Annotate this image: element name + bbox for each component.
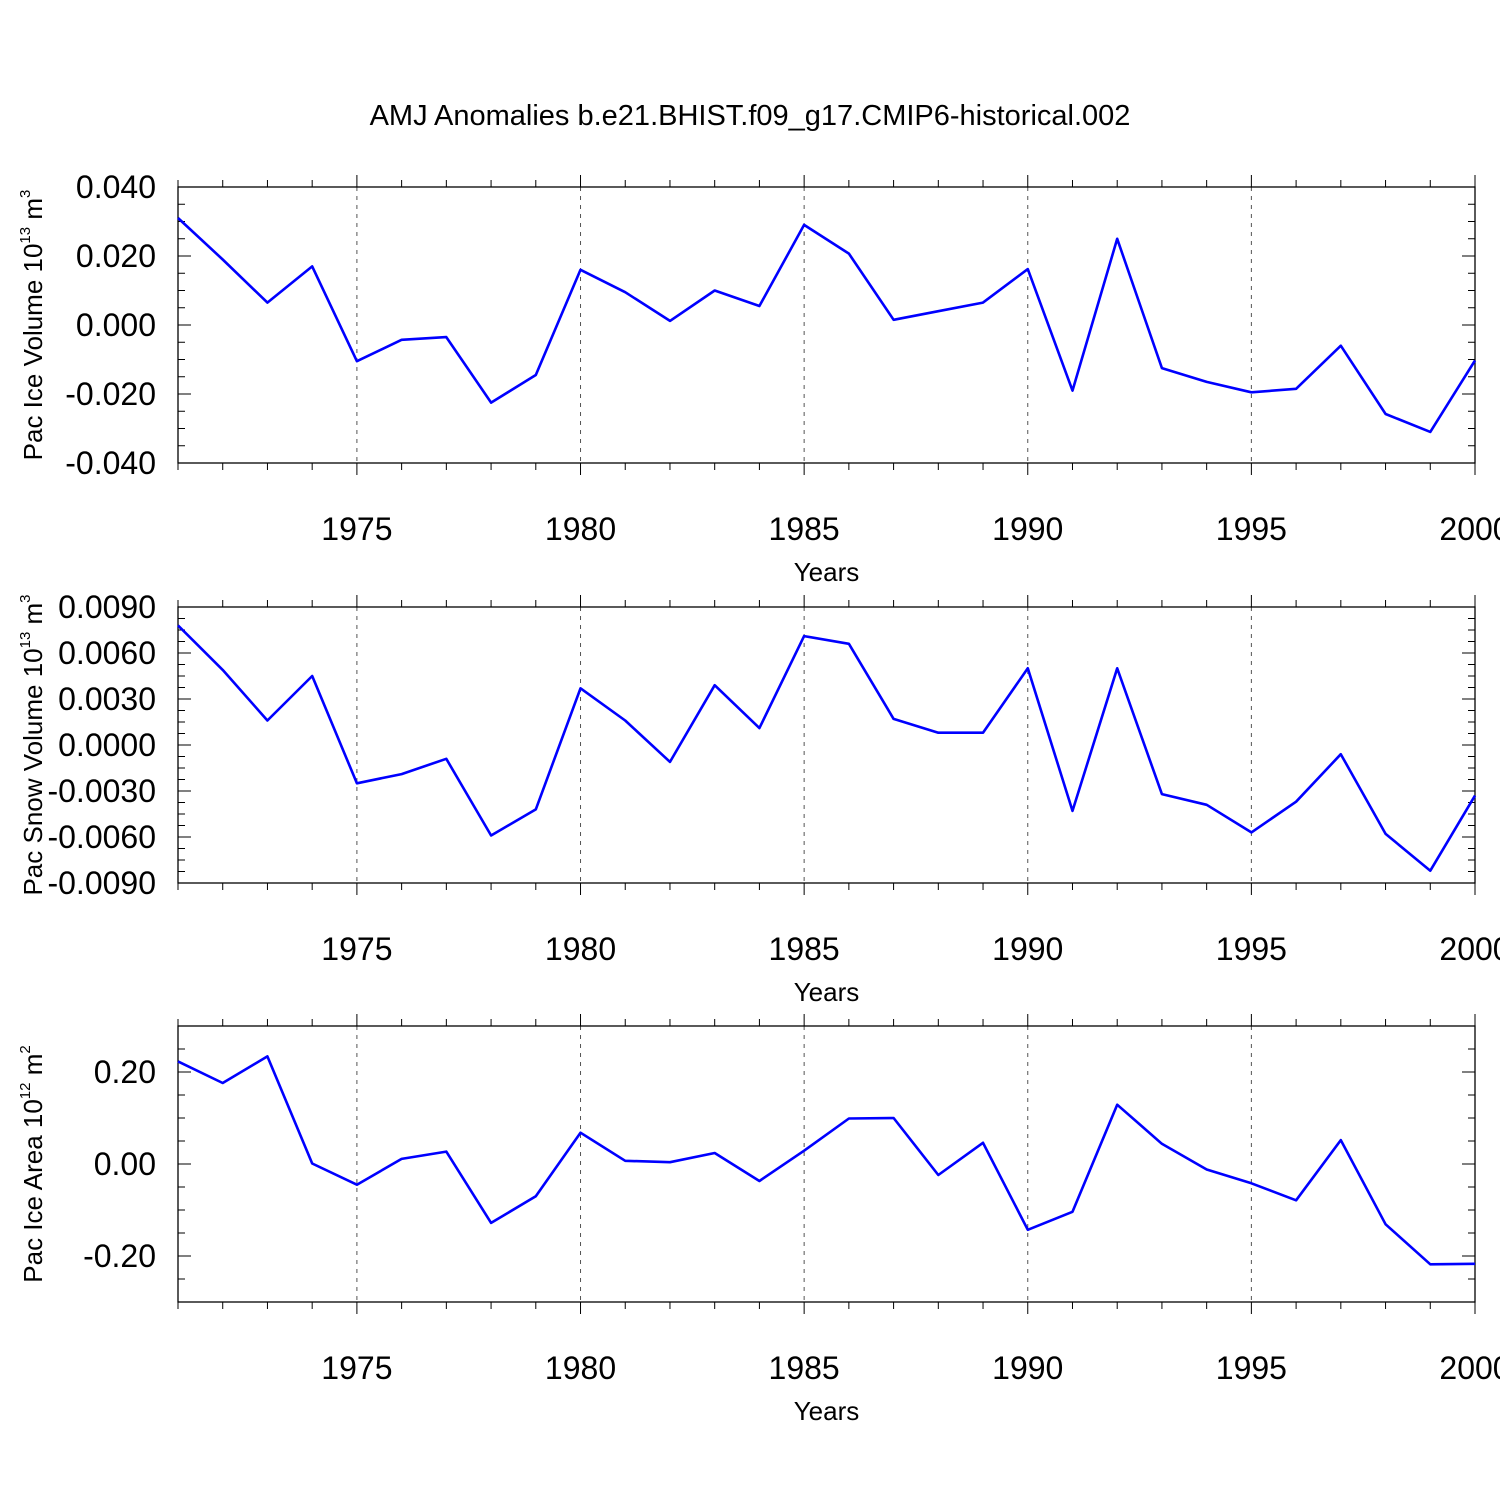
y-axis-label-text: Pac Ice Area 10 <box>18 1099 48 1283</box>
y-axis-label-exponent: 13 <box>17 227 34 244</box>
y-tick-label: -0.20 <box>83 1238 156 1274</box>
y-axis-label-unit-exponent: 2 <box>17 1045 34 1053</box>
plot-frame <box>177 186 1476 464</box>
y-tick-label: -0.020 <box>65 376 156 412</box>
y-tick-label: -0.040 <box>65 445 156 481</box>
x-tick-label: 1980 <box>545 931 616 967</box>
y-tick-label: 0.20 <box>94 1054 156 1090</box>
x-tick-label: 1985 <box>769 511 840 547</box>
x-tick-label: 1985 <box>769 931 840 967</box>
y-axis-label-unit: m <box>18 198 48 227</box>
x-tick-label: 1975 <box>321 1350 392 1386</box>
y-axis-label-exponent: 13 <box>17 632 34 649</box>
figure-title: AMJ Anomalies b.e21.BHIST.f09_g17.CMIP6-… <box>370 100 1131 132</box>
x-tick-label: 2000 <box>1439 511 1500 547</box>
series-line <box>177 1055 1476 1266</box>
x-tick-label: 1980 <box>545 511 616 547</box>
x-axis-label: Years <box>794 557 860 587</box>
x-tick-label: 1975 <box>321 511 392 547</box>
y-tick-label: 0.020 <box>76 238 156 274</box>
x-tick-label: 1995 <box>1216 1350 1287 1386</box>
series-line <box>177 624 1477 873</box>
y-tick-label: 0.0030 <box>58 681 156 717</box>
x-axis-label: Years <box>794 977 860 1007</box>
x-tick-label: 2000 <box>1439 1350 1500 1386</box>
x-tick-label: 1975 <box>321 931 392 967</box>
x-tick-label: 1980 <box>545 1350 616 1386</box>
y-tick-label: -0.0060 <box>47 819 156 855</box>
panel-1: -0.040 -0.020 0.000 0.020 0.040 1975 1980 1985 1… <box>17 169 1500 587</box>
y-tick-label: -0.0090 <box>47 865 156 901</box>
panel-3: -0.20 0.00 0.20 1975 1980 1985 1990 1995 2000 Yea… <box>17 1014 1500 1426</box>
y-axis-label-unit: m <box>18 1054 48 1083</box>
y-axis-label-unit-exponent: 3 <box>17 594 34 602</box>
x-axis-label: Years <box>794 1396 860 1426</box>
x-tick-label: 1985 <box>769 1350 840 1386</box>
x-tick-label: 2000 <box>1439 931 1500 967</box>
y-axis-label-unit: m <box>18 603 48 632</box>
y-axis-label: Pac Ice Area 1012 m2 <box>17 1045 48 1282</box>
x-tick-label: 1990 <box>992 1350 1063 1386</box>
panels: -0.040 -0.020 0.000 0.020 0.040 1975 1980 1985 1… <box>17 169 1500 1426</box>
series-line <box>177 217 1477 434</box>
y-tick-label: -0.0030 <box>47 773 156 809</box>
y-tick-label: 0.0000 <box>58 727 156 763</box>
y-tick-label: 0.000 <box>76 307 156 343</box>
y-tick-label: 0.0060 <box>58 635 156 671</box>
y-axis-label-text: Pac Ice Volume 10 <box>18 244 48 461</box>
y-tick-label: 0.00 <box>94 1146 156 1182</box>
y-axis-label: Pac Snow Volume 1013 m3 <box>17 594 48 895</box>
y-axis-label-exponent: 12 <box>17 1082 34 1099</box>
plot-frame <box>177 1025 1476 1303</box>
y-tick-label: 0.040 <box>76 169 156 205</box>
y-tick-label: 0.0090 <box>58 589 156 625</box>
x-tick-label: 1990 <box>992 511 1063 547</box>
x-tick-label: 1995 <box>1216 931 1287 967</box>
x-tick-label: 1995 <box>1216 511 1287 547</box>
y-axis-label-unit-exponent: 3 <box>17 190 34 198</box>
y-axis-label: Pac Ice Volume 1013 m3 <box>17 190 48 461</box>
panel-2: -0.0090 -0.0060 -0.0030 0.0000 0.0030 0.0060 0… <box>17 589 1500 1007</box>
x-tick-label: 1990 <box>992 931 1063 967</box>
plot-frame <box>177 606 1476 884</box>
y-axis-label-text: Pac Snow Volume 10 <box>18 648 48 895</box>
